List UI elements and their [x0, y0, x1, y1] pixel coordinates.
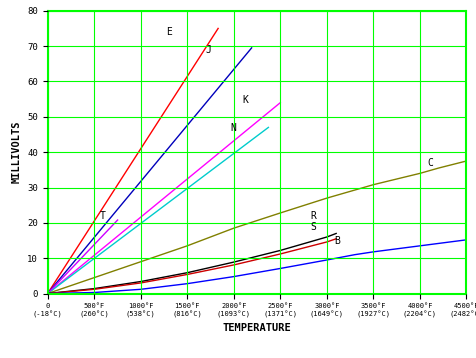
X-axis label: TEMPERATURE: TEMPERATURE: [223, 323, 291, 333]
Text: J: J: [206, 45, 212, 55]
Text: R: R: [310, 211, 316, 221]
Text: E: E: [166, 28, 172, 38]
Text: S: S: [310, 222, 316, 232]
Text: T: T: [100, 211, 106, 221]
Text: C: C: [427, 158, 433, 168]
Text: N: N: [230, 123, 236, 133]
Text: K: K: [242, 95, 248, 105]
Text: B: B: [334, 236, 340, 246]
Y-axis label: MILLIVOLTS: MILLIVOLTS: [11, 121, 21, 183]
